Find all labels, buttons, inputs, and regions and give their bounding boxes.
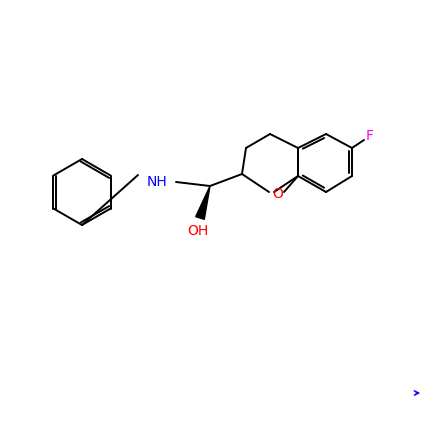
Text: F: F xyxy=(366,129,374,143)
Text: O: O xyxy=(272,187,284,201)
Polygon shape xyxy=(196,186,210,219)
Text: NH: NH xyxy=(147,175,167,189)
Text: OH: OH xyxy=(187,224,209,238)
